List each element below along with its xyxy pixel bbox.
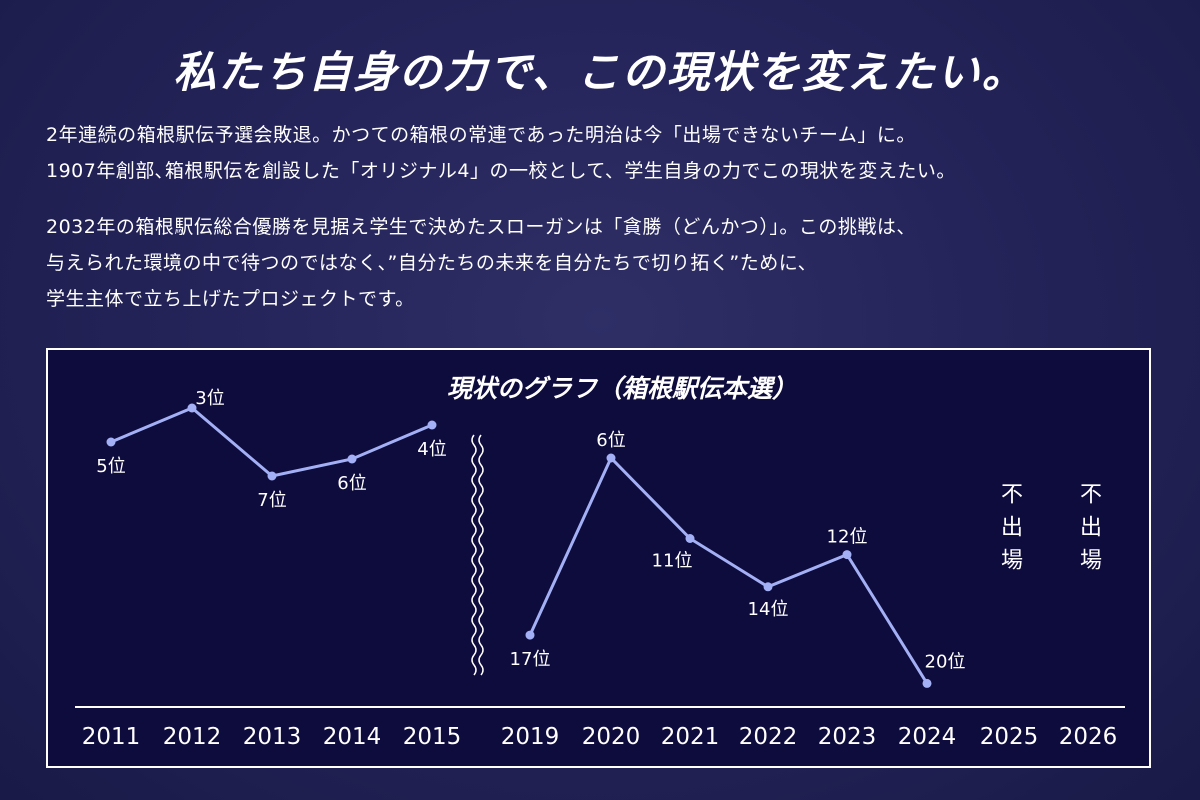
x-tick-label: 2014	[323, 724, 382, 750]
x-tick-label: 2021	[661, 724, 720, 750]
x-tick-label: 2020	[582, 724, 641, 750]
data-label: 12位	[827, 527, 868, 548]
x-tick-label: 2023	[818, 724, 877, 750]
chart-title: 現状のグラフ（箱根駅伝本選）	[447, 374, 797, 403]
x-tick-label: 2025	[980, 724, 1039, 750]
data-label: 20位	[925, 651, 966, 672]
data-point	[187, 403, 197, 413]
x-tick-label: 2012	[163, 724, 222, 750]
x-tick-label: 2015	[403, 724, 462, 750]
data-point	[427, 420, 437, 430]
x-tick-label: 2013	[243, 724, 302, 750]
data-label: 11位	[652, 551, 693, 572]
data-label: 5位	[96, 456, 125, 477]
data-point	[763, 582, 773, 592]
data-point	[842, 550, 852, 560]
data-label: 6位	[337, 473, 366, 494]
no-entry-annotation-2026: 不出場	[1076, 482, 1101, 581]
no-entry-annotation-2025: 不出場	[997, 482, 1022, 581]
x-tick-label: 2011	[82, 724, 141, 750]
series-line	[528, 455, 929, 685]
data-point	[267, 471, 277, 481]
chart-frame	[46, 348, 1151, 768]
paragraph-line: 学生主体で立ち上げたプロジェクトです。	[46, 288, 415, 310]
x-tick-label: 2024	[898, 724, 957, 750]
data-point	[106, 437, 116, 447]
data-point	[347, 454, 357, 464]
axis-break-mark	[478, 434, 484, 676]
data-label: 17位	[510, 649, 551, 670]
slogan-paragraph: 2032年の箱根駅伝総合優勝を見据え学生で決めたスローガンは「貪勝（どんかつ）」…	[46, 209, 916, 317]
data-label: 4位	[417, 439, 446, 460]
x-tick-label: 2019	[501, 724, 560, 750]
paragraph-line: 1907年創部､箱根駅伝を創設した「オリジナル4」の一校として、学生自身の力でこ…	[46, 160, 956, 182]
data-point	[922, 678, 932, 688]
data-label: 7位	[257, 490, 286, 511]
data-label: 14位	[748, 599, 789, 620]
intro-paragraph: 2年連続の箱根駅伝予選会敗退。かつての箱根の常連であった明治は今「出場できないチ…	[46, 117, 956, 189]
x-tick-label: 2026	[1059, 724, 1118, 750]
series-line	[110, 406, 433, 478]
data-point	[606, 453, 616, 463]
data-label: 6位	[596, 430, 625, 451]
paragraph-line: 与えられた環境の中で待つのではなく、”自分たちの未来を自分たちで切り拓く”ために…	[46, 252, 818, 274]
paragraph-line: 2032年の箱根駅伝総合優勝を見据え学生で決めたスローガンは「貪勝（どんかつ）」…	[46, 216, 916, 238]
headline: 私たち自身の力で、この現状を変えたい。	[173, 48, 1027, 98]
data-point	[525, 630, 535, 640]
x-tick-label: 2022	[739, 724, 798, 750]
axis-break-mark	[471, 434, 477, 676]
data-label: 3位	[195, 388, 224, 409]
data-point	[685, 534, 695, 543]
paragraph-line: 2年連続の箱根駅伝予選会敗退。かつての箱根の常連であった明治は今「出場できないチ…	[46, 124, 916, 146]
